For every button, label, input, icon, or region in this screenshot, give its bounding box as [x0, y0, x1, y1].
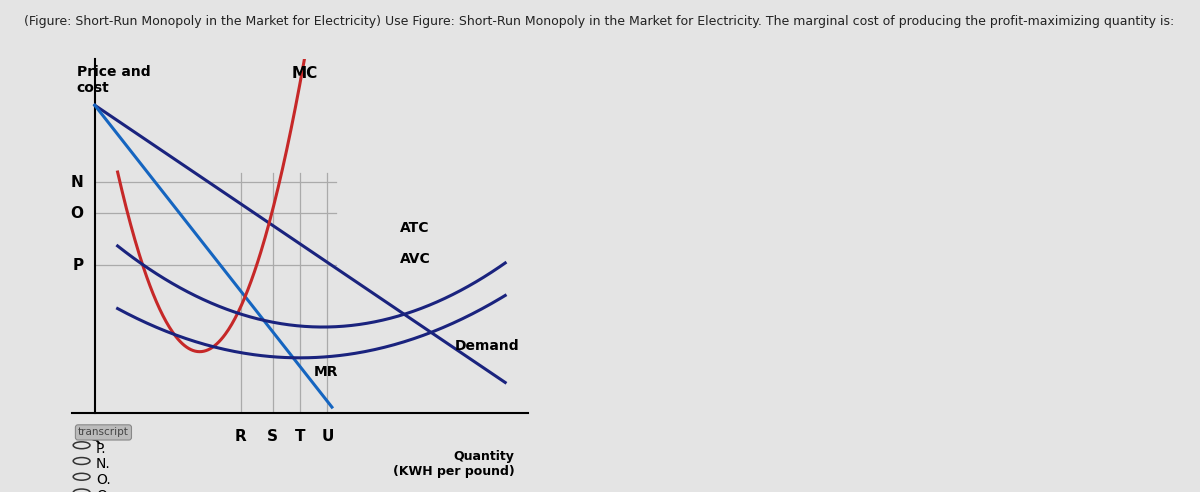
Text: MR: MR	[313, 366, 338, 379]
Text: AVC: AVC	[401, 252, 431, 266]
Text: O: O	[71, 206, 83, 220]
Text: S: S	[268, 429, 278, 444]
Text: U: U	[322, 429, 334, 444]
Text: P.: P.	[96, 442, 107, 456]
Text: T: T	[295, 429, 305, 444]
Text: Demand: Demand	[455, 338, 520, 352]
Text: O.: O.	[96, 473, 110, 487]
Text: transcript: transcript	[78, 428, 128, 437]
Text: R: R	[235, 429, 246, 444]
Text: Q.: Q.	[96, 489, 112, 492]
Text: Quantity
(KWH per pound): Quantity (KWH per pound)	[392, 450, 515, 478]
Text: ATC: ATC	[401, 221, 430, 236]
Text: P: P	[72, 258, 83, 273]
Text: (Figure: Short-Run Monopoly in the Market for Electricity) Use Figure: Short-Run: (Figure: Short-Run Monopoly in the Marke…	[24, 15, 1175, 28]
Text: MC: MC	[292, 65, 318, 81]
Text: N: N	[71, 175, 83, 190]
Text: Price and
cost: Price and cost	[77, 65, 150, 95]
Text: Q: Q	[89, 429, 101, 444]
Text: N.: N.	[96, 458, 110, 471]
